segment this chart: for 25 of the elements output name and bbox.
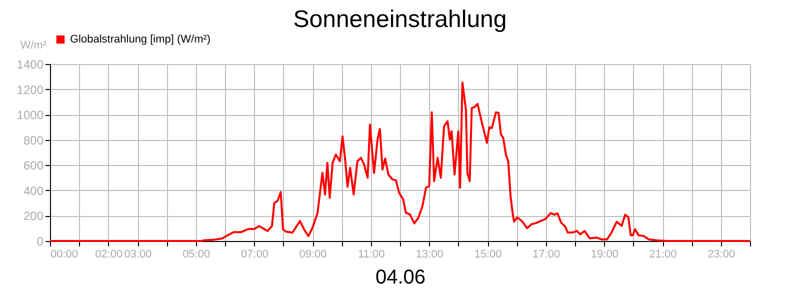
x-tick-label: 05:00 bbox=[182, 248, 210, 260]
y-tick-label: 800 bbox=[23, 133, 44, 148]
x-axis-title: 04.06 bbox=[375, 266, 426, 288]
chart-title: Sonneneinstrahlung bbox=[293, 6, 507, 33]
y-tick-label: 600 bbox=[23, 158, 44, 173]
y-tick-label: 1000 bbox=[16, 108, 44, 122]
x-tick-label: 03:00 bbox=[124, 248, 152, 260]
y-tick-label: 0 bbox=[36, 234, 44, 248]
y-tick-label: 1400 bbox=[16, 58, 44, 72]
x-tick-label: 17:00 bbox=[532, 248, 560, 260]
x-tick-label: 23:00 bbox=[708, 248, 736, 260]
x-tick-label: 07:00 bbox=[240, 248, 268, 260]
x-tick-label: 15:00 bbox=[474, 248, 502, 260]
x-tick-label: 13:00 bbox=[416, 248, 444, 260]
y-tick-label: 1200 bbox=[16, 82, 44, 97]
x-tick-label: 02:00 bbox=[95, 248, 123, 260]
y-tick-label: 200 bbox=[23, 209, 44, 224]
x-tick-label: 00:00 bbox=[50, 248, 78, 260]
x-tick-label: 11:00 bbox=[358, 248, 385, 260]
x-tick-label: 19:00 bbox=[590, 248, 618, 260]
y-axis-title: W/m² bbox=[20, 40, 47, 52]
legend-label: Globalstrahlung [imp] (W/m²) bbox=[70, 34, 211, 46]
x-tick-label: 09:00 bbox=[299, 248, 327, 260]
y-tick-label: 400 bbox=[23, 184, 44, 198]
x-tick-label: 21:00 bbox=[649, 248, 677, 260]
